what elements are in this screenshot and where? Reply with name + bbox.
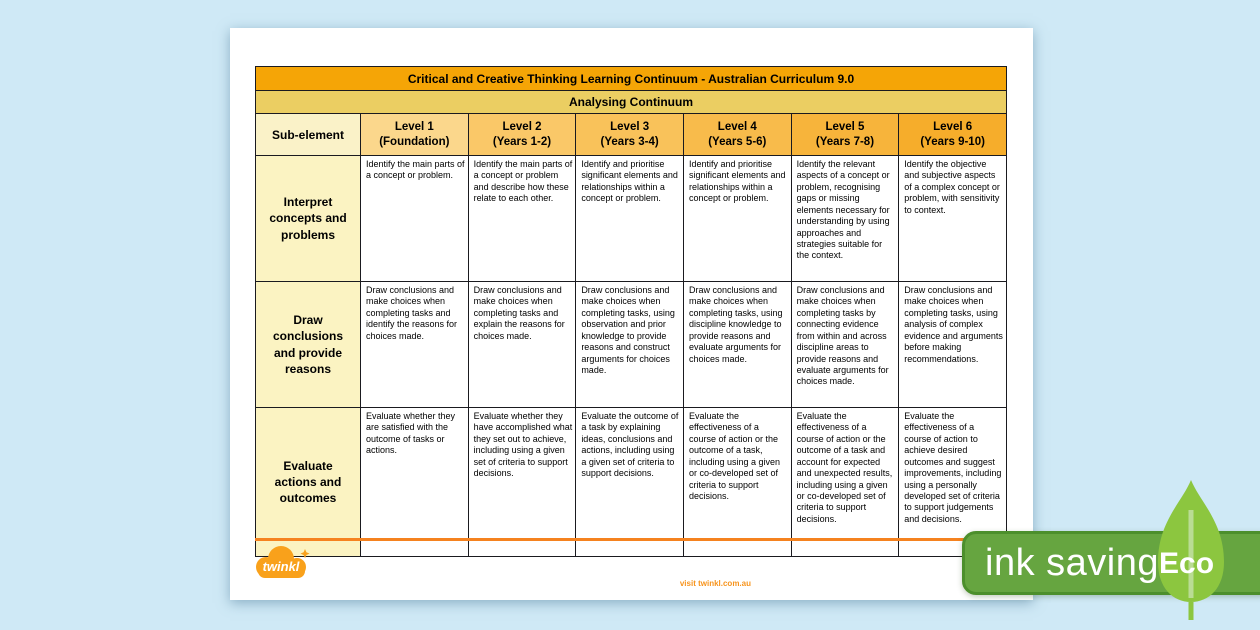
- header-row: Sub-element Level 1 (Foundation) Level 2…: [255, 113, 1007, 156]
- content-cell: Draw conclusions and make choices when c…: [790, 281, 900, 408]
- eco-leaf-icon: [1158, 480, 1224, 620]
- table-row: Draw conclusions and provide reasons Dra…: [255, 281, 1007, 408]
- content-cell: Evaluate the effectiveness of a course o…: [682, 407, 792, 557]
- level-4-header: Level 4 (Years 5-6): [682, 113, 792, 156]
- content-cell: Draw conclusions and make choices when c…: [360, 281, 469, 408]
- level-3-header: Level 3 (Years 3-4): [575, 113, 684, 156]
- level-1-header: Level 1 (Foundation): [360, 113, 469, 156]
- table-row: Evaluate actions and outcomes Evaluate w…: [255, 407, 1007, 557]
- ink-saving-label: ink saving: [985, 541, 1159, 584]
- content-cell: Evaluate the effectiveness of a course o…: [898, 407, 1007, 557]
- content-cell: Identify the relevant aspects of a conce…: [790, 155, 900, 282]
- content-cell: Draw conclusions and make choices when c…: [682, 281, 792, 408]
- visit-link[interactable]: visit twinkl.com.au: [679, 579, 751, 588]
- twinkl-logo: twinkl: [252, 544, 312, 586]
- table-row: Interpret concepts and problems Identify…: [255, 155, 1007, 282]
- twinkl-cloud-icon: twinkl: [256, 546, 310, 578]
- content-cell: Identify the main parts of a concept or …: [360, 155, 469, 282]
- orange-divider: [255, 538, 1007, 541]
- corner-header-sub-element: Sub-element: [255, 113, 361, 156]
- content-cell: Evaluate the effectiveness of a course o…: [790, 407, 900, 557]
- content-cell: Draw conclusions and make choices when c…: [575, 281, 684, 408]
- content-cell: Evaluate the outcome of a task by explai…: [575, 407, 684, 557]
- content-cell: Evaluate whether they have accomplished …: [467, 407, 577, 557]
- eco-badge: Eco: [1159, 547, 1215, 580]
- continuum-table: Critical and Creative Thinking Learning …: [255, 66, 1007, 557]
- level-5-header: Level 5 (Years 7-8): [790, 113, 900, 156]
- content-cell: Draw conclusions and make choices when c…: [898, 281, 1007, 408]
- content-cell: Identify the objective and subjective as…: [898, 155, 1007, 282]
- content-cell: Identify and prioritise significant elem…: [682, 155, 792, 282]
- row-label-evaluate-actions: Evaluate actions and outcomes: [255, 407, 361, 557]
- content-cell: Draw conclusions and make choices when c…: [467, 281, 577, 408]
- sparkle-icon: [300, 549, 310, 559]
- level-2-header: Level 2 (Years 1-2): [467, 113, 577, 156]
- row-label-interpret: Interpret concepts and problems: [255, 155, 361, 282]
- twinkl-logo-text: twinkl: [263, 559, 300, 574]
- table-title: Critical and Creative Thinking Learning …: [255, 66, 1007, 91]
- table-subtitle: Analysing Continuum: [255, 90, 1007, 114]
- content-cell: Evaluate whether they are satisfied with…: [360, 407, 469, 557]
- document-page: Critical and Creative Thinking Learning …: [230, 28, 1033, 600]
- level-6-header: Level 6 (Years 9-10): [898, 113, 1007, 156]
- row-label-draw-conclusions: Draw conclusions and provide reasons: [255, 281, 361, 408]
- content-cell: Identify and prioritise significant elem…: [575, 155, 684, 282]
- content-cell: Identify the main parts of a concept or …: [467, 155, 577, 282]
